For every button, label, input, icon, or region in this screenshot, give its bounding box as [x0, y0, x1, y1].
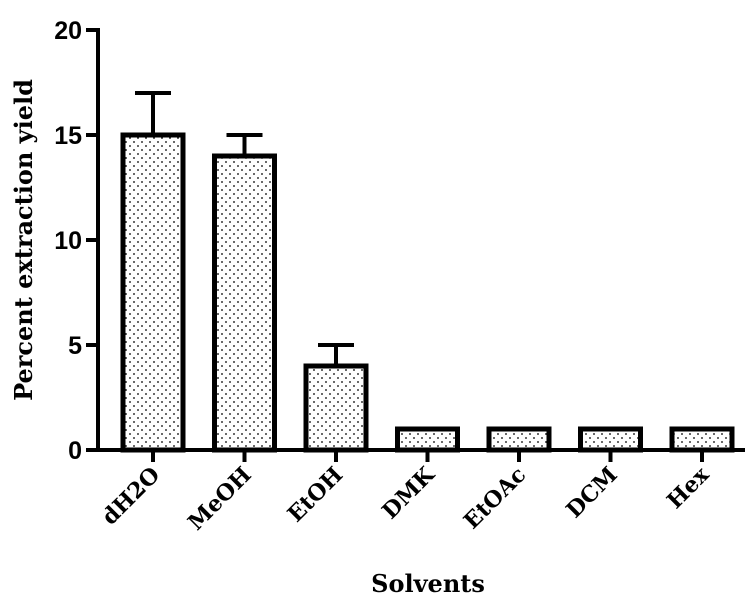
bar-dmk [395, 426, 460, 453]
bar-hex [669, 426, 735, 453]
y-axis-title: Percent extraction yield [9, 79, 38, 401]
bar-meoh [212, 153, 277, 453]
y-ticks: 0 5 10 15 20 [54, 17, 98, 465]
bar-etoac [486, 426, 552, 453]
y-tick-label: 5 [68, 332, 82, 360]
x-tick-label: Hex [662, 461, 715, 514]
axes-layer [96, 28, 745, 452]
bar-etoh [303, 363, 369, 453]
y-tick-label: 10 [54, 227, 82, 255]
x-axis-title: Solvents [371, 569, 485, 598]
bars-layer [120, 91, 735, 453]
y-tick-label: 15 [54, 122, 82, 150]
bar-dcm [578, 426, 643, 453]
x-tick-label: DMK [377, 461, 440, 524]
y-tick-label: 0 [68, 437, 82, 465]
y-tick-label: 20 [54, 17, 82, 45]
bar-dh2o [120, 132, 186, 453]
x-tick-label: dH2O [97, 462, 165, 530]
x-ticks: dH2O MeOH EtOH DMK EtOAc DCM Hex [97, 450, 715, 536]
x-tick-label: EtOH [283, 462, 349, 528]
x-tick-label: MeOH [183, 462, 257, 536]
x-tick-label: EtOAc [459, 462, 532, 535]
x-tick-label: DCM [561, 462, 622, 523]
